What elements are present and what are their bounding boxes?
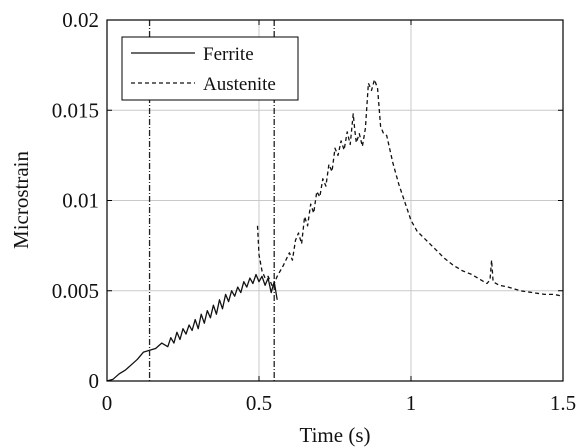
- x-tick-label-3: 1.5: [550, 391, 576, 415]
- series-line-austenite: [256, 78, 564, 297]
- x-tick-label-1: 0.5: [246, 391, 272, 415]
- y-axis-label: Microstrain: [9, 151, 33, 249]
- ticks: [106, 19, 564, 382]
- y-tick-label-3: 0.015: [52, 98, 99, 122]
- y-tick-label-4: 0.02: [62, 8, 99, 32]
- x-tick-label-2: 1: [406, 391, 417, 415]
- x-axis-label: Time (s): [300, 423, 371, 447]
- series-line-ferrite: [106, 273, 278, 382]
- legend: Ferrite Austenite: [121, 36, 299, 101]
- legend-label-ferrite: Ferrite: [203, 44, 254, 65]
- legend-label-austenite: Austenite: [203, 74, 276, 95]
- y-tick-label-2: 0.01: [62, 189, 99, 213]
- y-tick-label-0: 0: [89, 369, 100, 393]
- tick-labels: 0 0.5 1 1.5 0 0.005 0.01 0.015 0.02: [52, 8, 576, 415]
- y-tick-label-1: 0.005: [52, 279, 99, 303]
- series-layer: [106, 78, 564, 382]
- legend-box: [121, 36, 299, 101]
- x-tick-label-0: 0: [102, 391, 113, 415]
